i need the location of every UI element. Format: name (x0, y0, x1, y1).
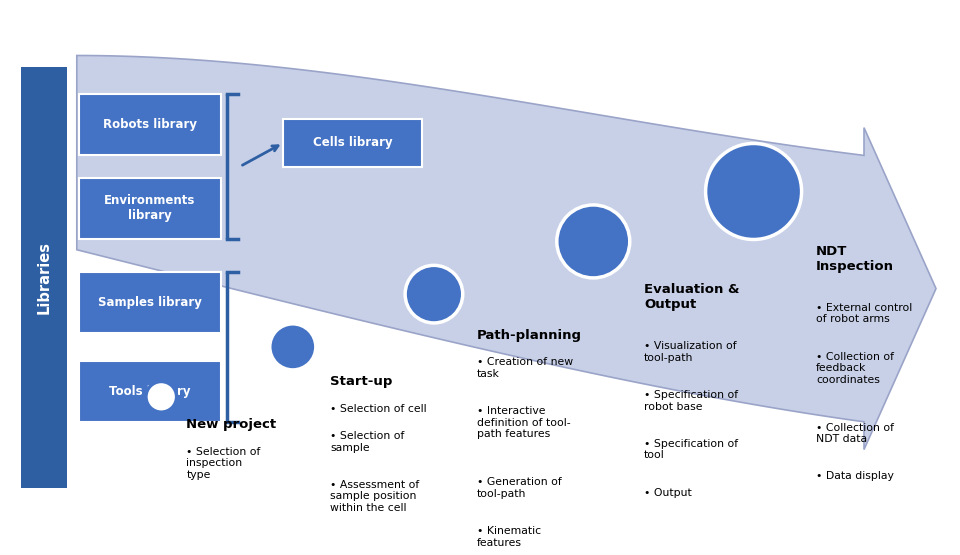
Ellipse shape (557, 205, 630, 278)
Text: Environments
library: Environments library (104, 194, 196, 222)
Text: • Output: • Output (644, 488, 692, 498)
Ellipse shape (706, 144, 802, 239)
FancyBboxPatch shape (79, 178, 221, 239)
Polygon shape (77, 56, 936, 450)
Text: Robots library: Robots library (103, 118, 197, 132)
Text: Libraries: Libraries (36, 241, 52, 314)
Text: • Interactive
definition of tool-
path features: • Interactive definition of tool- path f… (477, 406, 571, 440)
Text: • Assessment of
sample position
within the cell: • Assessment of sample position within t… (330, 480, 420, 513)
Text: • Selection of cell: • Selection of cell (330, 405, 427, 415)
Text: • Creation of new
task: • Creation of new task (477, 357, 573, 379)
Text: New project: New project (186, 418, 276, 431)
Ellipse shape (146, 381, 177, 412)
FancyBboxPatch shape (79, 361, 221, 422)
Text: • Specification of
tool: • Specification of tool (644, 439, 738, 461)
Text: • Visualization of
tool-path: • Visualization of tool-path (644, 341, 736, 363)
Text: Tools library: Tools library (109, 385, 190, 398)
Text: • Selection of
sample: • Selection of sample (330, 431, 404, 452)
Text: • External control
of robot arms: • External control of robot arms (816, 302, 912, 324)
Text: Samples library: Samples library (98, 296, 202, 309)
Ellipse shape (270, 324, 316, 370)
Text: • Specification of
robot base: • Specification of robot base (644, 390, 738, 412)
Text: • Generation of
tool-path: • Generation of tool-path (477, 477, 562, 499)
Text: Path-planning: Path-planning (477, 329, 582, 341)
Text: • Collection of
feedback
coordinates: • Collection of feedback coordinates (816, 351, 894, 385)
Text: • Selection of
inspection
type: • Selection of inspection type (186, 447, 260, 480)
Ellipse shape (405, 265, 463, 323)
Text: Evaluation &
Output: Evaluation & Output (644, 284, 739, 311)
Text: • Kinematic
features: • Kinematic features (477, 526, 541, 548)
FancyBboxPatch shape (283, 119, 422, 166)
Text: Start-up: Start-up (330, 376, 393, 388)
FancyBboxPatch shape (21, 67, 67, 488)
Text: • Data display: • Data display (816, 471, 894, 482)
Text: Cells library: Cells library (313, 137, 393, 149)
Text: NDT
Inspection: NDT Inspection (816, 245, 894, 273)
FancyBboxPatch shape (79, 94, 221, 155)
FancyBboxPatch shape (79, 272, 221, 333)
Text: • Collection of
NDT data: • Collection of NDT data (816, 422, 894, 444)
